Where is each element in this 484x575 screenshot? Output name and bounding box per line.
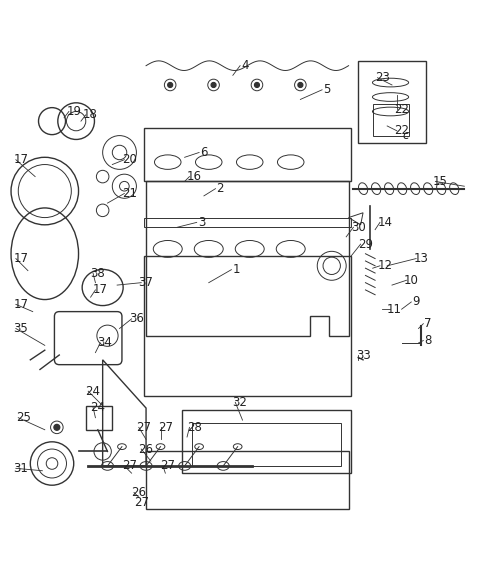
Text: 16: 16 — [186, 170, 201, 183]
Text: 27: 27 — [160, 459, 175, 473]
Text: 31: 31 — [13, 462, 28, 475]
Text: 36: 36 — [129, 312, 144, 325]
Text: 13: 13 — [413, 252, 427, 265]
Text: 18: 18 — [83, 108, 98, 121]
Circle shape — [297, 83, 302, 87]
Text: 38: 38 — [91, 267, 105, 279]
Text: 20: 20 — [121, 153, 136, 166]
Text: 27: 27 — [134, 496, 149, 509]
Text: 12: 12 — [377, 259, 392, 273]
Text: 5: 5 — [322, 83, 330, 96]
Text: 17: 17 — [13, 252, 28, 265]
Text: 27: 27 — [136, 421, 151, 434]
Text: 22: 22 — [393, 102, 408, 116]
Circle shape — [211, 83, 215, 87]
Circle shape — [167, 83, 172, 87]
Text: 26: 26 — [131, 486, 146, 499]
Text: 30: 30 — [350, 221, 365, 233]
Text: 21: 21 — [121, 187, 136, 200]
Text: 33: 33 — [355, 348, 370, 362]
Text: 9: 9 — [411, 296, 419, 308]
Text: 8: 8 — [424, 334, 431, 347]
Text: 27: 27 — [121, 459, 136, 473]
Text: 1: 1 — [232, 263, 240, 276]
Circle shape — [54, 424, 60, 430]
Text: c: c — [401, 129, 408, 142]
Text: 17: 17 — [13, 153, 28, 166]
Text: 14: 14 — [377, 216, 392, 229]
Text: 34: 34 — [97, 336, 112, 350]
Text: 17: 17 — [13, 298, 28, 311]
Text: 7: 7 — [424, 317, 431, 330]
Text: 28: 28 — [186, 421, 201, 434]
Text: 35: 35 — [13, 322, 28, 335]
Text: 17: 17 — [92, 283, 107, 296]
Text: 3: 3 — [197, 216, 205, 229]
Text: 37: 37 — [138, 276, 153, 289]
Text: 6: 6 — [200, 146, 207, 159]
Text: 19: 19 — [66, 105, 81, 118]
Text: 32: 32 — [232, 396, 247, 409]
Circle shape — [254, 83, 259, 87]
Text: 24: 24 — [85, 385, 100, 398]
Text: 2: 2 — [216, 182, 224, 195]
Text: 23: 23 — [374, 71, 389, 84]
Text: 25: 25 — [15, 411, 30, 424]
Text: 15: 15 — [432, 175, 447, 188]
Text: 24: 24 — [90, 401, 105, 413]
Text: 11: 11 — [386, 302, 401, 316]
Text: 22: 22 — [393, 124, 408, 137]
Text: 27: 27 — [157, 421, 172, 434]
Text: 26: 26 — [138, 443, 153, 455]
Text: 4: 4 — [241, 59, 248, 72]
Text: 10: 10 — [403, 274, 418, 287]
Text: 29: 29 — [357, 237, 372, 251]
